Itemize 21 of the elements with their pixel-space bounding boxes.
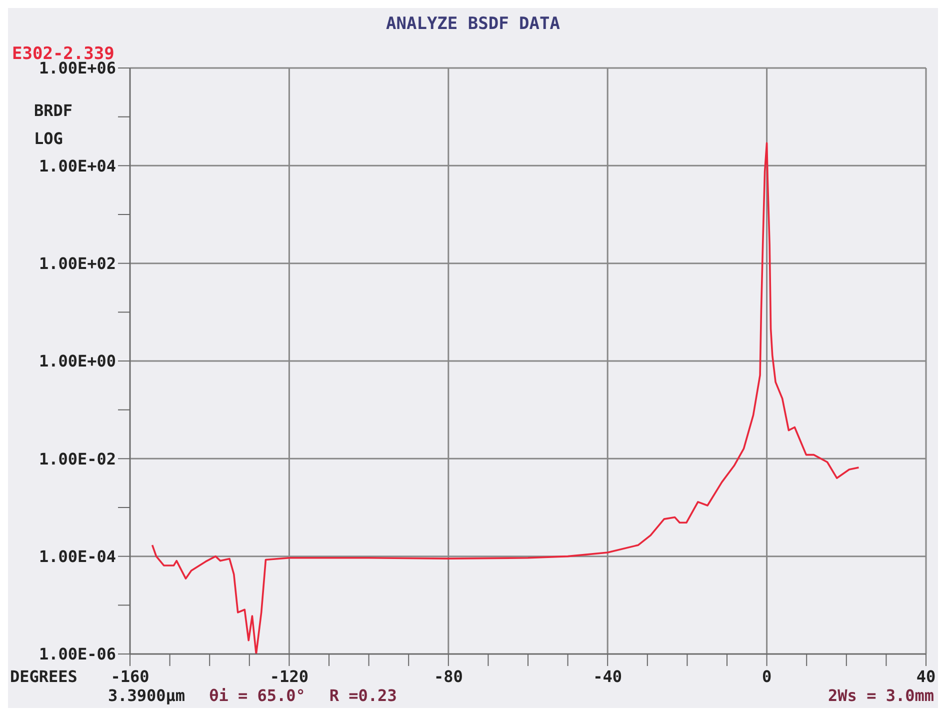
- text: R =0.23: [329, 686, 397, 705]
- y-tick-label: 1.00E-02: [38, 449, 116, 468]
- line-series: [151, 142, 860, 654]
- text: 2Ws = 3.0mm: [828, 686, 934, 705]
- x-tick-label: 0: [762, 667, 772, 686]
- y-tick-label: 1.00E+06: [38, 58, 116, 78]
- y-tick-label: 1.00E+02: [38, 254, 116, 274]
- y-tick-label: 1.00E+00: [38, 352, 116, 371]
- x-axis-title: DEGREES: [10, 667, 78, 686]
- x-tick-label: -160: [110, 667, 150, 686]
- text: θi = 65.0°: [209, 686, 306, 705]
- chart-title: ANALYZE BSDF DATA: [385, 14, 561, 34]
- y-tick-label: 1.00E-06: [38, 644, 116, 664]
- y-axis-title: BRDF LOG: [34, 101, 73, 148]
- x-tick-label: 40: [916, 667, 936, 686]
- text: 3.3900µm: [108, 686, 186, 705]
- y-tick-label: 1.00E-04: [38, 547, 116, 566]
- x-tick-label: -120: [270, 667, 308, 686]
- x-tick-label: -40: [593, 667, 622, 686]
- x-tick-label: -80: [434, 667, 463, 686]
- y-tick-label: 1.00E+04: [38, 156, 116, 176]
